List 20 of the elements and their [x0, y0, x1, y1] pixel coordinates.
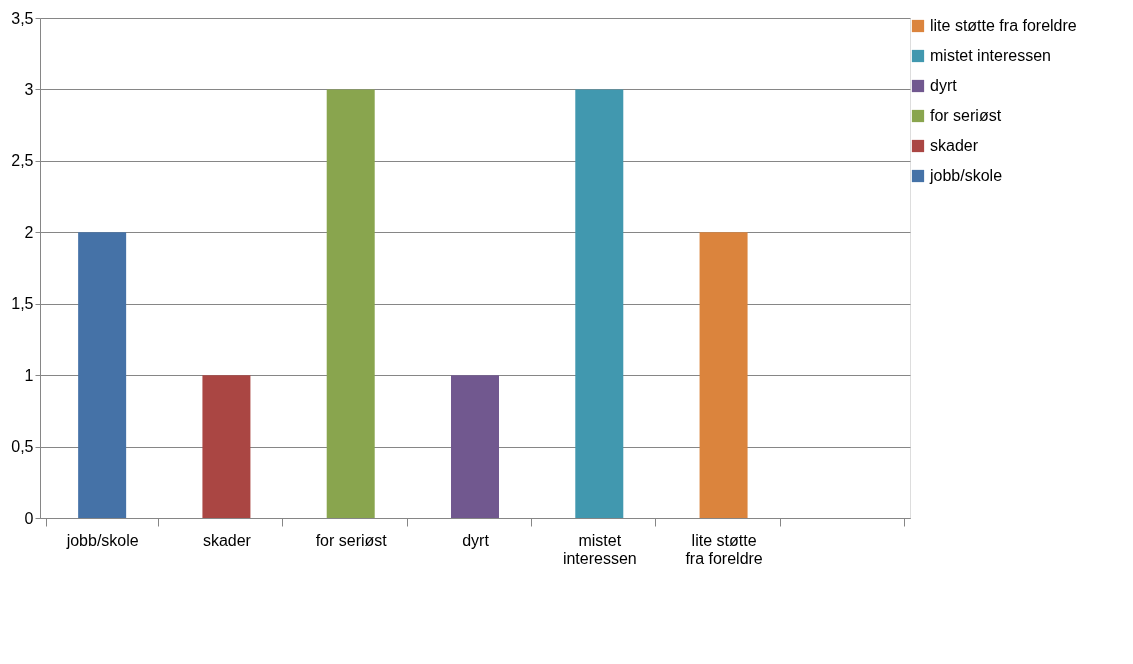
- x-tick-label: skader: [202, 531, 252, 549]
- legend-label: for seriøst: [930, 107, 1002, 124]
- legend-label: lite støtte fra foreldre: [930, 17, 1077, 34]
- y-tick-label: 0: [24, 509, 34, 527]
- x-tick-label: jobb/skole: [65, 531, 139, 549]
- y-tick-label: 1,5: [11, 295, 34, 313]
- x-tick-label: mistet interessen: [562, 531, 637, 567]
- legend-label: skader: [930, 137, 979, 154]
- y-tick-label: 1: [24, 366, 34, 384]
- y-tick-label: 0,5: [11, 438, 34, 456]
- y-tick-label: 2: [24, 223, 34, 241]
- x-tick-label: lite støtte fra foreldre: [685, 531, 763, 567]
- legend-label: mistet interessen: [930, 47, 1051, 64]
- y-tick-label: 3: [24, 80, 34, 98]
- y-tick-label: 2,5: [11, 152, 34, 170]
- legend-label: dyrt: [930, 77, 958, 94]
- y-tick-label: 3,5: [11, 9, 34, 27]
- x-tick-label: for seriøst: [315, 531, 388, 549]
- legend-label: jobb/skole: [929, 167, 1003, 184]
- x-tick-label: dyrt: [462, 531, 490, 549]
